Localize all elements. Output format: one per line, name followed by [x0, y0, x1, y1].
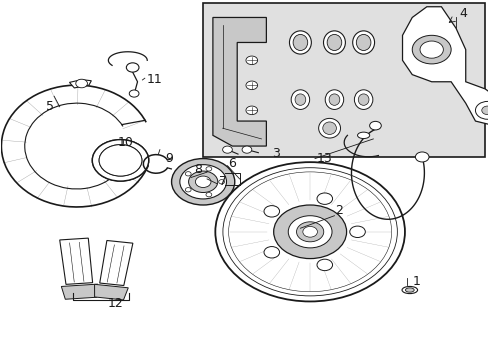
Ellipse shape: [322, 122, 336, 134]
Ellipse shape: [325, 90, 343, 109]
Text: 5: 5: [46, 100, 54, 113]
Circle shape: [245, 106, 257, 114]
Circle shape: [264, 206, 279, 217]
Circle shape: [414, 152, 428, 162]
Circle shape: [369, 121, 381, 130]
Polygon shape: [212, 18, 266, 146]
Circle shape: [411, 35, 450, 64]
Polygon shape: [94, 284, 128, 300]
Circle shape: [215, 162, 404, 301]
Ellipse shape: [328, 94, 339, 105]
Circle shape: [92, 140, 148, 181]
Circle shape: [99, 145, 142, 176]
Circle shape: [316, 193, 332, 204]
Circle shape: [316, 259, 332, 271]
Circle shape: [302, 226, 317, 237]
Ellipse shape: [326, 35, 341, 50]
Ellipse shape: [318, 118, 340, 138]
Polygon shape: [402, 7, 488, 125]
Circle shape: [92, 140, 148, 181]
Circle shape: [287, 216, 331, 248]
Circle shape: [171, 158, 234, 205]
Text: 3: 3: [272, 147, 280, 160]
Circle shape: [218, 180, 224, 184]
Polygon shape: [100, 240, 133, 285]
Circle shape: [419, 41, 443, 58]
Circle shape: [205, 167, 211, 171]
Ellipse shape: [354, 90, 372, 109]
Circle shape: [242, 146, 251, 153]
Circle shape: [188, 171, 217, 193]
Circle shape: [129, 90, 139, 97]
Circle shape: [349, 226, 365, 238]
Circle shape: [99, 145, 142, 176]
Ellipse shape: [405, 288, 413, 292]
Ellipse shape: [356, 35, 370, 50]
Circle shape: [273, 205, 346, 258]
Circle shape: [205, 193, 211, 197]
Circle shape: [245, 81, 257, 90]
Circle shape: [76, 79, 87, 88]
Circle shape: [185, 172, 191, 176]
Text: 13: 13: [316, 152, 332, 165]
Circle shape: [481, 106, 488, 114]
Circle shape: [126, 63, 139, 72]
Text: 10: 10: [117, 136, 133, 149]
Polygon shape: [61, 284, 98, 299]
Text: 4: 4: [458, 8, 466, 21]
Ellipse shape: [290, 90, 309, 109]
Circle shape: [222, 146, 232, 153]
Ellipse shape: [357, 132, 369, 139]
Ellipse shape: [294, 94, 305, 105]
Text: 1: 1: [412, 275, 420, 288]
Circle shape: [474, 102, 488, 119]
Text: 7: 7: [218, 175, 226, 188]
Ellipse shape: [352, 31, 374, 54]
Ellipse shape: [401, 287, 417, 294]
Bar: [203, 3, 484, 157]
Polygon shape: [69, 80, 91, 88]
Text: 2: 2: [335, 204, 343, 217]
Circle shape: [296, 222, 323, 242]
Text: 8: 8: [194, 163, 202, 176]
Ellipse shape: [358, 94, 368, 105]
Ellipse shape: [289, 31, 311, 54]
Circle shape: [264, 247, 279, 258]
Ellipse shape: [323, 31, 345, 54]
Text: 12: 12: [107, 297, 123, 310]
Polygon shape: [60, 238, 92, 284]
Text: 9: 9: [165, 152, 173, 165]
Text: 6: 6: [228, 157, 236, 170]
Circle shape: [195, 176, 210, 188]
Circle shape: [180, 165, 226, 199]
Circle shape: [245, 56, 257, 64]
Text: 11: 11: [146, 73, 162, 86]
Ellipse shape: [292, 35, 307, 50]
Circle shape: [185, 188, 191, 192]
